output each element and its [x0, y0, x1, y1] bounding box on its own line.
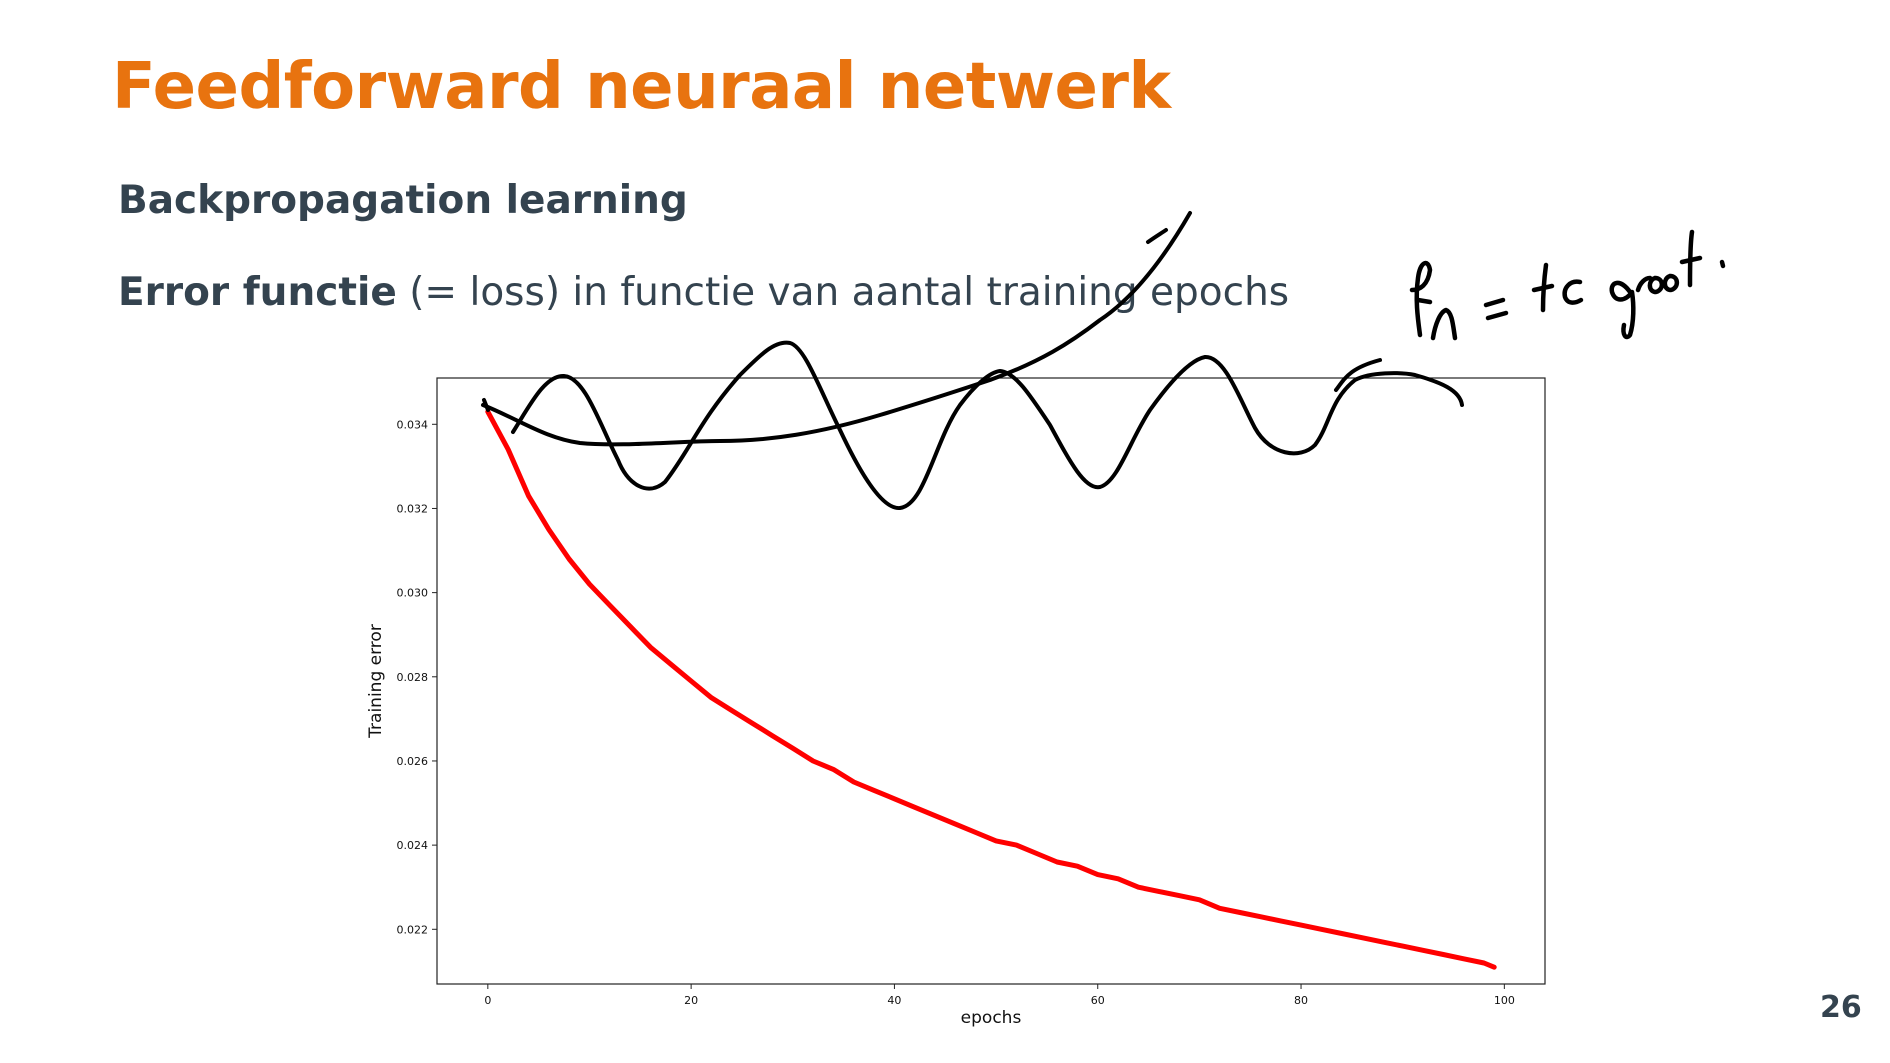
handwritten-note: [1409, 229, 1726, 341]
y-tick-label: 0.034: [397, 418, 429, 431]
handwritten-glyph-g: [1609, 280, 1636, 340]
y-tick-label: 0.030: [397, 587, 429, 600]
x-tick-label: 40: [887, 994, 901, 1007]
x-axis-label: epochs: [961, 1008, 1022, 1028]
y-tick-label: 0.024: [397, 839, 429, 852]
y-tick-label: 0.022: [397, 923, 429, 936]
body-text-strong: Error functie: [118, 270, 397, 315]
plot-frame: [436, 377, 1546, 985]
ticks-layer: 0 20 40 60 80 100 0.022 0.024 0.026 0.028 0.030 0.0…: [397, 418, 1515, 1007]
handwritten-glyph-r: [1635, 275, 1653, 293]
handwritten-glyph-t: [1531, 262, 1555, 313]
x-tick-label: 80: [1294, 994, 1308, 1007]
handwritten-glyph-e: [1562, 279, 1584, 305]
handwritten-wavy-curve: [511, 340, 1464, 510]
handwritten-glyph-equals: [1483, 297, 1509, 321]
handwritten-glyph-dot: [1719, 259, 1726, 269]
y-tick-label: 0.032: [397, 502, 429, 515]
series-line-training-error: [485, 409, 1497, 970]
x-tick-label: 100: [1494, 994, 1515, 1007]
handwritten-glyph-n: [1430, 307, 1458, 341]
page-number: 26: [1820, 990, 1862, 1025]
x-tick-label: 0: [484, 994, 491, 1007]
handwritten-arrow-tick: [1146, 228, 1168, 244]
y-tick-label: 0.026: [397, 755, 429, 768]
handwritten-glyph-f: [1409, 260, 1433, 338]
body-text: Error functie (= loss) in functie van aa…: [118, 270, 1289, 315]
handwritten-glyph-oo: [1647, 273, 1680, 295]
body-text-rest: (= loss) in functie van aantal training …: [396, 270, 1290, 315]
x-tick-label: 60: [1091, 994, 1105, 1007]
series-layer: [485, 409, 1497, 970]
handwritten-glyph-t2: [1679, 229, 1703, 288]
handwritten-arrow-head: [1334, 358, 1382, 392]
handwritten-rising-curve: [481, 211, 1192, 447]
y-axis-label: Training error: [366, 624, 386, 739]
y-tick-label: 0.028: [397, 671, 429, 684]
slide-title: Feedforward neuraal netwerk: [112, 50, 1171, 124]
handwritten-start-mark: [482, 398, 490, 412]
x-tick-label: 20: [684, 994, 698, 1007]
handwriting-layer: [481, 211, 1726, 510]
slide-subtitle: Backpropagation learning: [118, 178, 688, 223]
